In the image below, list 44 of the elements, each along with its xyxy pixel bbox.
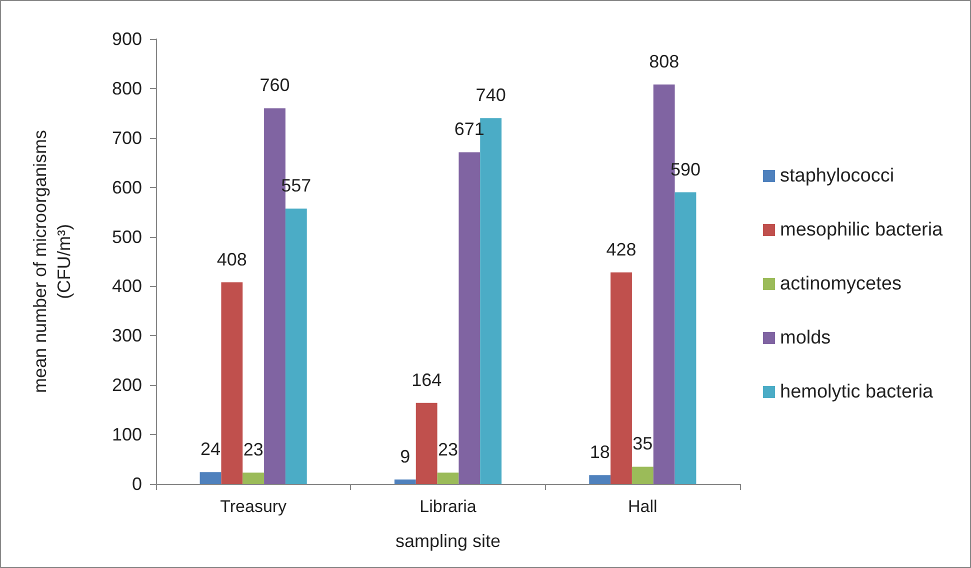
y-tick-label: 100 (112, 424, 142, 445)
y-tick-label: 0 (132, 474, 142, 494)
bar (242, 472, 264, 484)
x-axis-title: sampling site (395, 531, 501, 551)
bar (458, 152, 480, 484)
y-tick-label: 400 (112, 276, 142, 296)
data-label: 408 (216, 249, 247, 270)
x-tick-label: Libraria (420, 497, 477, 516)
y-tick-label: 200 (112, 375, 142, 396)
y-tick-label: 500 (112, 226, 142, 247)
data-label: 164 (412, 370, 442, 390)
data-label: 35 (632, 434, 653, 454)
y-tick-label: 600 (112, 177, 142, 198)
x-tick-label: Treasury (220, 497, 288, 516)
bar (394, 480, 416, 484)
bar (610, 272, 632, 484)
y-axis-title: mean number of microorganisms (CFU/m³) (30, 130, 74, 394)
bar (632, 466, 654, 484)
data-label: 23 (243, 440, 264, 460)
y-tick-label: 700 (112, 128, 142, 148)
y-tick-label: 800 (112, 78, 142, 98)
bar (674, 192, 696, 484)
y-tick-label: 900 (112, 29, 142, 49)
bar (221, 282, 243, 484)
legend-label: molds (780, 328, 831, 348)
data-label: 808 (649, 51, 680, 72)
x-tick-label: Hall (628, 497, 658, 516)
data-label: 18 (590, 442, 610, 462)
bar (416, 402, 438, 484)
legend-label: actinomycetes (780, 274, 902, 294)
data-label: 428 (606, 239, 636, 260)
data-label: 24 (200, 439, 221, 460)
bar (437, 472, 459, 484)
legend-label: hemolytic bacteria (780, 382, 934, 402)
bar (285, 208, 307, 484)
data-label: 9 (400, 446, 410, 467)
bar (200, 472, 222, 484)
data-label: 760 (260, 75, 290, 96)
y-tick-label: 300 (112, 326, 142, 346)
data-label: 23 (438, 440, 458, 460)
legend-label: staphylococci (780, 166, 894, 186)
data-label: 740 (476, 85, 506, 106)
legend-label: mesophilic bacteria (780, 220, 944, 240)
bar (589, 475, 611, 484)
